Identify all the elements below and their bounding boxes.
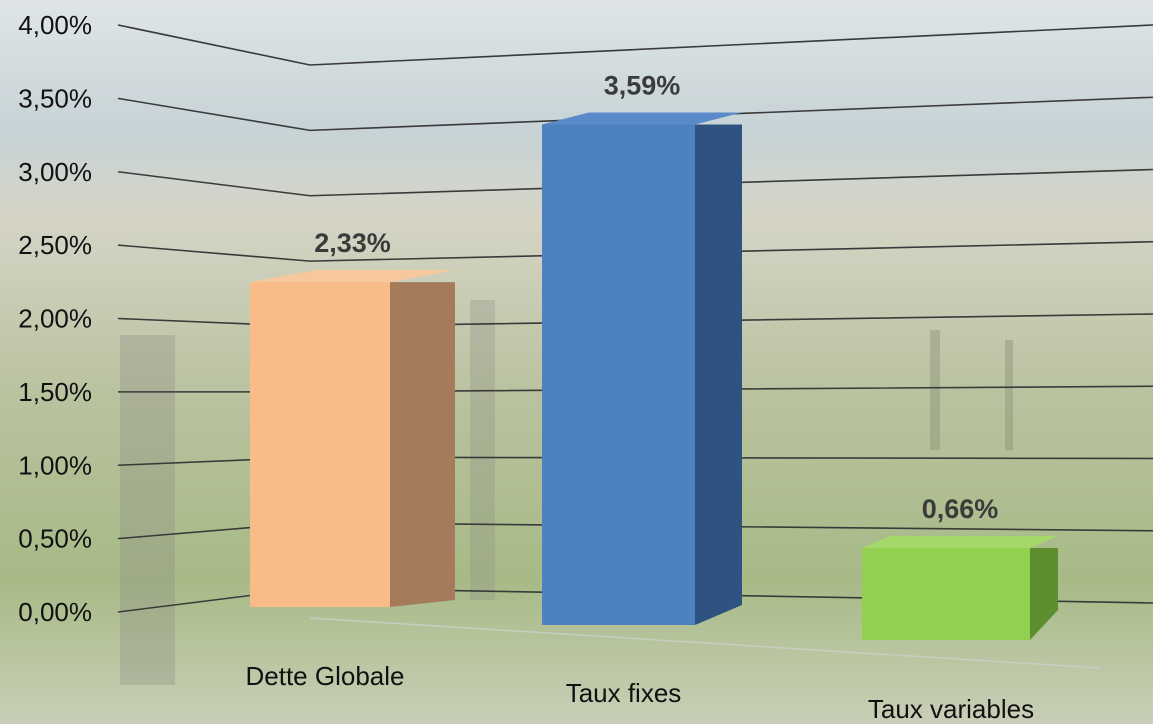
bar-front-face [862, 547, 1030, 640]
category-label-taux-fixes: Taux fixes [566, 678, 682, 708]
data-labels: 2,33% 3,59% 0,66% [314, 71, 998, 524]
gridline [117, 96, 1153, 132]
category-label-dette-globale: Dette Globale [246, 661, 405, 691]
data-label-taux-fixes: 3,59% [604, 71, 681, 101]
data-label-dette-globale: 2,33% [314, 228, 391, 258]
bar-front-face [250, 282, 390, 607]
y-tick-label: 3,00% [18, 157, 92, 187]
floor-edge [309, 617, 1101, 669]
gridline [117, 24, 1153, 66]
y-tick-label: 0,00% [18, 597, 92, 627]
bar-dette-globale [250, 270, 455, 607]
bar-taux-fixes [542, 112, 742, 625]
bar-side-face [1030, 547, 1058, 640]
bar-top-face [250, 270, 455, 283]
bar-side-face [390, 282, 455, 607]
bar-taux-variables [862, 535, 1058, 640]
bars [250, 112, 1058, 640]
y-axis-ticks: 0,00% 0,50% 1,00% 1,50% 2,00% 2,50% 3,00% 3,50%… [18, 10, 92, 627]
bar-side-face [695, 124, 742, 625]
data-label-taux-variables: 0,66% [922, 494, 999, 524]
gridline [117, 168, 1153, 197]
y-tick-label: 0,50% [18, 524, 92, 554]
y-tick-label: 2,50% [18, 230, 92, 260]
y-tick-label: 4,00% [18, 10, 92, 40]
gridline [117, 240, 1153, 262]
y-tick-label: 2,00% [18, 304, 92, 334]
y-tick-label: 1,00% [18, 450, 92, 480]
bar-top-face [862, 535, 1058, 548]
y-tick-label: 3,50% [18, 83, 92, 113]
category-label-taux-variables: Taux variables [868, 694, 1034, 724]
bar-top-face [542, 112, 742, 125]
y-tick-label: 1,50% [18, 377, 92, 407]
category-labels: Dette Globale Taux fixes Taux variables [246, 661, 1035, 724]
bar-front-face [542, 124, 695, 625]
